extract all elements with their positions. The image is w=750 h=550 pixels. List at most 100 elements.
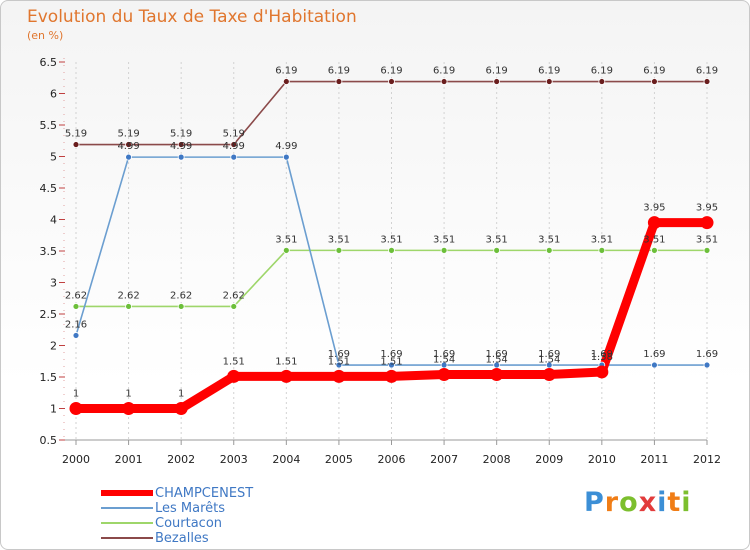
data-label: 6.19 [696, 66, 718, 77]
data-point [177, 141, 185, 148]
x-tick-label: 2004 [272, 453, 300, 466]
data-point [493, 246, 501, 254]
legend-label: CHAMPCENEST [155, 486, 254, 501]
data-point [174, 402, 188, 415]
logo-letter: i [681, 487, 692, 518]
x-tick-label: 2005 [325, 453, 353, 466]
logo-letter: r [604, 487, 620, 518]
data-point [282, 153, 290, 161]
data-point [177, 303, 185, 310]
data-point [335, 246, 343, 254]
data-label: 6.19 [328, 66, 350, 77]
legend-swatch [101, 507, 153, 509]
data-point [388, 78, 395, 85]
x-tick-label: 2007 [430, 453, 458, 466]
data-label: 2.16 [65, 319, 87, 330]
data-label: 3.51 [486, 234, 508, 245]
y-tick-label: 5 [50, 151, 57, 164]
data-point [122, 402, 136, 415]
y-tick-label: 4 [50, 214, 57, 227]
data-point [703, 78, 711, 85]
data-label: 3.51 [328, 234, 350, 245]
data-label: 1.69 [591, 349, 613, 360]
data-point [72, 332, 80, 339]
data-label: 1.69 [538, 349, 560, 360]
x-tick-label: 2012 [693, 453, 721, 466]
data-label: 3.51 [275, 234, 297, 245]
data-label: 2.62 [223, 290, 245, 301]
data-label: 1.51 [328, 356, 350, 367]
data-point [651, 361, 658, 369]
data-point [279, 369, 293, 383]
y-tick-label: 1 [50, 403, 57, 416]
y-tick-label: 0.5 [40, 434, 58, 447]
data-point [703, 361, 711, 369]
data-point [230, 141, 238, 148]
data-label: 3.51 [380, 234, 402, 245]
data-label: 3.95 [643, 203, 665, 214]
data-label: 6.19 [643, 66, 665, 77]
x-tick-label: 2011 [640, 453, 668, 466]
data-label: 1.69 [328, 349, 350, 360]
y-tick-label: 5.5 [40, 119, 58, 132]
data-label: 1.69 [643, 349, 665, 360]
data-label: 3.51 [538, 234, 560, 245]
data-label: 6.19 [591, 66, 613, 77]
legend-swatch [101, 522, 153, 524]
data-point [651, 246, 658, 254]
proxiti-logo: Proxiti [584, 487, 692, 518]
data-point [230, 153, 238, 161]
data-label: 1.69 [486, 349, 508, 360]
x-tick-label: 2003 [220, 453, 248, 466]
data-point [227, 369, 241, 383]
x-tick-label: 2008 [483, 453, 511, 466]
data-label: 4.99 [117, 141, 139, 152]
data-label: 1.69 [433, 349, 455, 360]
data-label: 3.95 [696, 203, 718, 214]
data-label: 6.19 [486, 66, 508, 77]
data-point [700, 216, 714, 230]
data-point [542, 367, 556, 381]
data-label: 4.99 [275, 141, 297, 152]
legend-swatch [101, 490, 153, 496]
data-label: 4.99 [170, 141, 192, 152]
data-point [332, 369, 346, 383]
data-point [703, 246, 711, 254]
data-label: 3.51 [591, 234, 613, 245]
data-point [385, 369, 398, 383]
y-tick-label: 3.5 [40, 245, 58, 258]
y-tick-label: 6 [50, 88, 57, 101]
data-label: 3.51 [433, 234, 455, 245]
legend-swatch [101, 537, 153, 539]
data-label: 6.19 [380, 66, 402, 77]
data-label: 1.51 [223, 356, 245, 367]
data-point [282, 246, 290, 254]
legend-label: Bezalles [155, 531, 209, 546]
data-point [490, 367, 504, 381]
data-label: 1.54 [486, 354, 508, 365]
data-point [69, 402, 83, 415]
data-label: 2.62 [170, 290, 192, 301]
data-label: 5.19 [170, 129, 192, 140]
data-label: 6.19 [275, 66, 297, 77]
data-point [598, 78, 606, 85]
data-point [437, 367, 451, 381]
data-labels: 1 1 1 1.51 1.51 1.51 1.51 1.54 1.54 1.54 1.58 3.95 3… [65, 66, 718, 400]
y-tick-label: 6.5 [40, 56, 58, 69]
y-tick-label: 2 [50, 340, 57, 353]
data-point [177, 153, 185, 161]
data-label: 5.19 [223, 129, 245, 140]
data-point [545, 246, 553, 254]
data-point [440, 78, 448, 85]
data-label: 1.69 [696, 349, 718, 360]
data-point [388, 361, 395, 369]
legend-label: Courtacon [155, 516, 223, 531]
data-label: 5.19 [65, 129, 87, 140]
data-label: 3.51 [643, 234, 665, 245]
data-label: 1 [178, 389, 184, 400]
x-tick-label: 2002 [167, 453, 195, 466]
data-label: 1.51 [380, 356, 402, 367]
y-tick-label: 2.5 [40, 308, 58, 321]
logo-letter: t [667, 487, 682, 518]
